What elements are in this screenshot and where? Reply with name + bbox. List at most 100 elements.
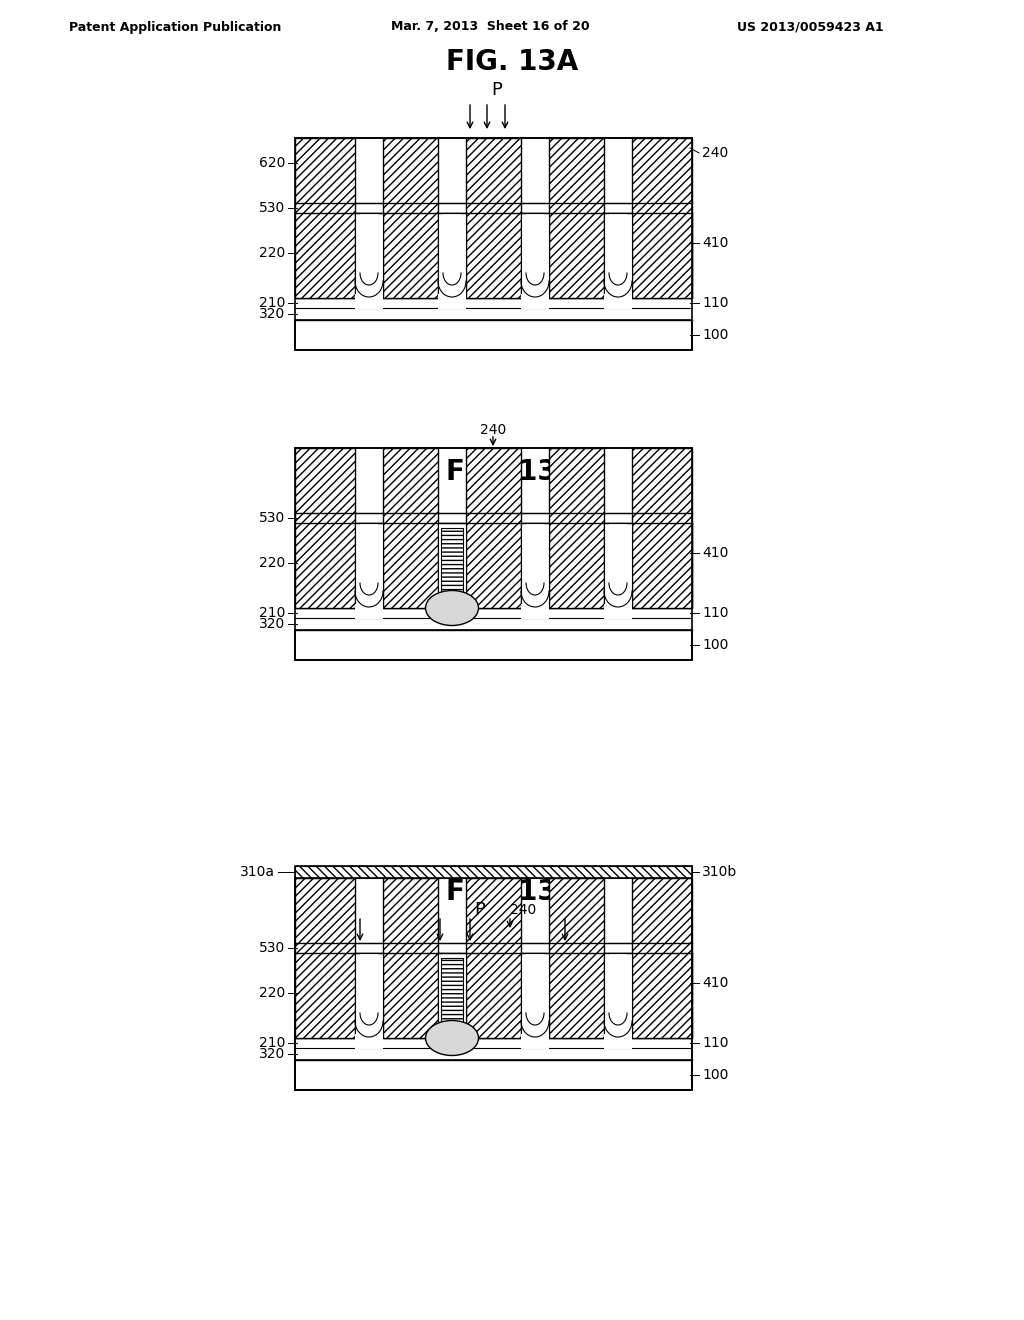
Bar bbox=[295, 523, 692, 609]
Text: 110: 110 bbox=[702, 606, 728, 620]
Text: 240: 240 bbox=[480, 422, 506, 437]
Bar bbox=[360, 213, 378, 285]
Bar bbox=[609, 213, 627, 285]
Text: 100: 100 bbox=[702, 327, 728, 342]
Text: 210: 210 bbox=[259, 606, 285, 620]
Bar bbox=[549, 447, 604, 609]
Bar bbox=[295, 139, 355, 298]
Bar bbox=[295, 213, 692, 298]
Bar bbox=[521, 282, 549, 309]
Bar bbox=[295, 319, 692, 350]
Bar bbox=[466, 447, 521, 609]
Bar bbox=[632, 139, 692, 298]
Bar bbox=[521, 593, 549, 619]
Bar bbox=[438, 213, 466, 293]
Text: 310a: 310a bbox=[240, 865, 275, 879]
Bar bbox=[609, 523, 627, 595]
Text: 240: 240 bbox=[702, 147, 728, 160]
Bar bbox=[295, 630, 692, 660]
Text: 100: 100 bbox=[702, 638, 728, 652]
Text: 210: 210 bbox=[259, 296, 285, 310]
Bar bbox=[526, 953, 544, 1026]
Text: 320: 320 bbox=[259, 616, 285, 631]
Bar bbox=[355, 1023, 383, 1049]
Bar bbox=[521, 523, 549, 603]
Text: 530: 530 bbox=[259, 511, 285, 525]
Bar bbox=[295, 447, 692, 660]
Bar bbox=[526, 213, 544, 285]
Text: FIG. 13B: FIG. 13B bbox=[446, 458, 578, 486]
Text: 410: 410 bbox=[702, 546, 728, 560]
Bar bbox=[360, 953, 378, 1026]
Bar bbox=[521, 953, 549, 1034]
Text: 220: 220 bbox=[259, 246, 285, 260]
Text: 220: 220 bbox=[259, 556, 285, 570]
Bar bbox=[609, 1012, 627, 1034]
Bar bbox=[355, 213, 383, 293]
Bar bbox=[360, 523, 378, 595]
Bar bbox=[438, 523, 466, 603]
Text: 110: 110 bbox=[702, 296, 728, 310]
Bar bbox=[526, 1012, 544, 1034]
Bar bbox=[383, 447, 438, 609]
Bar bbox=[604, 953, 632, 1034]
Bar bbox=[383, 878, 438, 1038]
Bar bbox=[521, 1023, 549, 1049]
Ellipse shape bbox=[426, 1020, 478, 1056]
Bar bbox=[295, 878, 355, 1038]
Text: 240: 240 bbox=[510, 903, 537, 917]
Bar bbox=[441, 958, 463, 1028]
Bar bbox=[604, 282, 632, 309]
Bar bbox=[466, 139, 521, 298]
Bar bbox=[604, 593, 632, 619]
Bar bbox=[632, 878, 692, 1038]
Bar bbox=[609, 953, 627, 1026]
Bar bbox=[441, 528, 463, 598]
Text: 530: 530 bbox=[259, 941, 285, 954]
Bar bbox=[295, 878, 692, 1090]
Text: 100: 100 bbox=[702, 1068, 728, 1082]
Text: 410: 410 bbox=[702, 236, 728, 249]
Bar bbox=[466, 878, 521, 1038]
Bar bbox=[295, 139, 692, 350]
Bar bbox=[360, 583, 378, 603]
Text: US 2013/0059423 A1: US 2013/0059423 A1 bbox=[736, 21, 884, 33]
Bar bbox=[295, 866, 692, 878]
Text: 220: 220 bbox=[259, 986, 285, 1001]
Bar bbox=[526, 583, 544, 603]
Bar bbox=[355, 282, 383, 309]
Bar bbox=[443, 273, 461, 293]
Text: P: P bbox=[492, 81, 503, 99]
Text: 110: 110 bbox=[702, 1036, 728, 1049]
Bar bbox=[609, 273, 627, 293]
Bar bbox=[360, 273, 378, 293]
Bar bbox=[438, 282, 466, 309]
Bar bbox=[604, 523, 632, 603]
Bar bbox=[383, 139, 438, 298]
Bar bbox=[526, 273, 544, 293]
Bar bbox=[295, 447, 355, 609]
Bar bbox=[549, 878, 604, 1038]
Text: 320: 320 bbox=[259, 308, 285, 321]
Bar bbox=[609, 583, 627, 603]
Text: 530: 530 bbox=[259, 201, 285, 215]
Bar bbox=[295, 1060, 692, 1090]
Bar bbox=[526, 523, 544, 595]
Text: FIG. 13C: FIG. 13C bbox=[446, 878, 578, 906]
Text: 310b: 310b bbox=[702, 865, 737, 879]
Bar bbox=[604, 1023, 632, 1049]
Ellipse shape bbox=[426, 590, 478, 626]
Bar bbox=[295, 866, 692, 1090]
Bar bbox=[549, 139, 604, 298]
Bar bbox=[604, 213, 632, 293]
Text: 320: 320 bbox=[259, 1047, 285, 1061]
Bar bbox=[355, 953, 383, 1034]
Text: Patent Application Publication: Patent Application Publication bbox=[69, 21, 282, 33]
Text: Mar. 7, 2013  Sheet 16 of 20: Mar. 7, 2013 Sheet 16 of 20 bbox=[391, 21, 590, 33]
Bar bbox=[438, 953, 466, 1034]
Bar bbox=[360, 1012, 378, 1034]
Bar bbox=[632, 447, 692, 609]
Bar bbox=[443, 213, 461, 285]
Text: 410: 410 bbox=[702, 975, 728, 990]
Text: FIG. 13A: FIG. 13A bbox=[445, 48, 579, 77]
